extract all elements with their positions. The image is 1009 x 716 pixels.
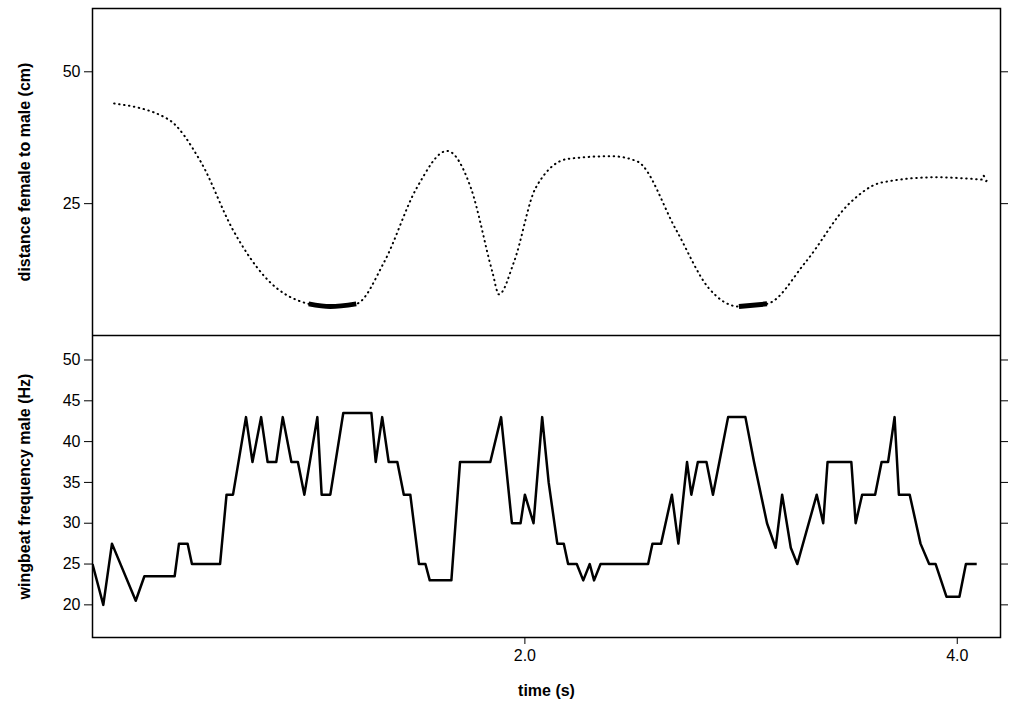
svg-text:20: 20 — [63, 596, 81, 613]
svg-text:45: 45 — [63, 392, 81, 409]
svg-text:25: 25 — [63, 555, 81, 572]
svg-text:30: 30 — [63, 514, 81, 531]
svg-text:50: 50 — [63, 63, 81, 80]
svg-text:40: 40 — [63, 433, 81, 450]
svg-text:2.0: 2.0 — [514, 647, 536, 664]
svg-text:35: 35 — [63, 474, 81, 491]
svg-text:25: 25 — [63, 195, 81, 212]
svg-text:4.0: 4.0 — [946, 647, 968, 664]
svg-text:50: 50 — [63, 351, 81, 368]
svg-text:wingbeat frequency male (Hz): wingbeat frequency male (Hz) — [16, 374, 33, 601]
svg-text:distance female to male (cm): distance female to male (cm) — [16, 63, 33, 282]
svg-text:time (s): time (s) — [518, 682, 575, 699]
